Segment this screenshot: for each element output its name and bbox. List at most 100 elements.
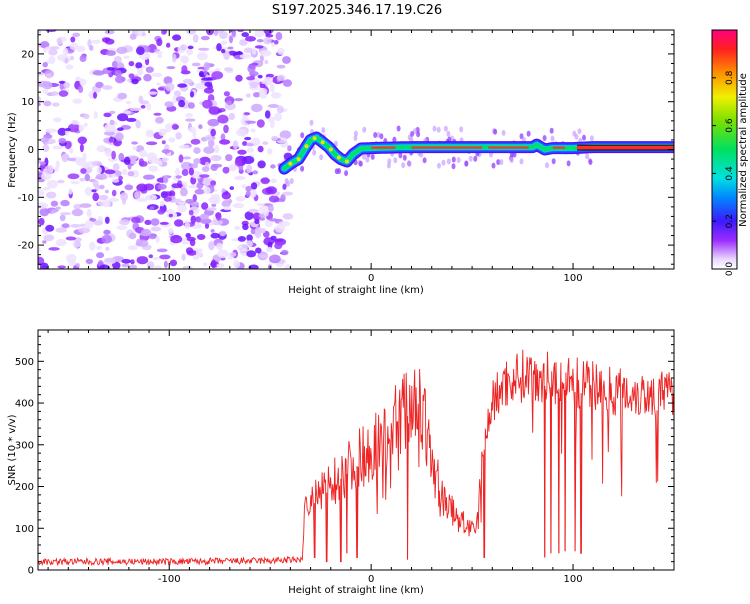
noise-blob (145, 66, 154, 73)
ridge-speck (545, 162, 549, 169)
noise-blob (180, 55, 189, 64)
noise-blob (177, 204, 187, 213)
noise-blob (98, 264, 110, 269)
noise-blob (58, 137, 67, 144)
noise-blob (38, 202, 49, 209)
noise-blob (246, 143, 254, 147)
noise-blob (246, 76, 256, 81)
noise-blob (168, 137, 176, 143)
noise-blob (92, 70, 105, 76)
noise-blob (104, 216, 110, 224)
noise-blob (208, 138, 215, 148)
noise-blob (161, 140, 166, 145)
noise-blob (95, 81, 104, 88)
noise-blob (210, 259, 217, 269)
noise-blob (209, 196, 221, 205)
noise-blob (126, 117, 137, 122)
ridge-speck (344, 170, 349, 177)
noise-blob (223, 91, 230, 97)
noise-blob (174, 90, 181, 97)
noise-blob (250, 182, 258, 190)
colorbar-ticks: 0.00.20.40.60.8 (711, 29, 738, 276)
noise-blob (40, 41, 50, 49)
noise-blob (163, 196, 172, 202)
noise-blob (46, 191, 57, 199)
noise-blob (210, 229, 215, 233)
noise-blob (265, 186, 277, 195)
noise-blob (203, 146, 215, 154)
noise-blob (203, 62, 211, 71)
noise-blob (185, 247, 194, 255)
noise-blob (237, 149, 247, 155)
noise-blob (68, 188, 73, 195)
ridge-peak (296, 157, 301, 162)
noise-blob (180, 44, 187, 51)
noise-blob (154, 51, 163, 55)
noise-blob (145, 194, 158, 201)
noise-blob (175, 167, 181, 177)
noise-blob (180, 187, 188, 197)
noise-blob (210, 128, 216, 137)
y-tick-label: 200 (15, 482, 34, 493)
noise-blob (253, 92, 261, 98)
noise-blob (189, 91, 195, 98)
noise-blob (186, 30, 197, 35)
noise-blob (55, 227, 67, 233)
noise-blob (269, 254, 281, 264)
noise-blob (101, 234, 112, 244)
x-tick-label: -100 (158, 273, 181, 284)
noise-blob (201, 202, 209, 210)
ridge-speck (436, 126, 441, 133)
noise-blob (152, 256, 160, 261)
noise-blob (256, 119, 265, 128)
noise-blob (254, 247, 262, 254)
noise-blob (274, 224, 286, 233)
noise-blob (84, 173, 91, 182)
ridge-speck (526, 130, 531, 137)
noise-blob (115, 75, 125, 84)
y-tick-label: 400 (15, 399, 34, 410)
noise-blob (112, 163, 120, 172)
snr-xlabel: Height of straight line (km) (288, 585, 424, 596)
noise-blob (246, 147, 254, 153)
noise-blob (223, 124, 229, 134)
noise-blob (232, 140, 239, 150)
noise-blob (70, 224, 82, 228)
noise-blob (122, 110, 132, 115)
noise-blob (121, 168, 128, 176)
noise-blob (204, 81, 213, 87)
noise-blob (45, 224, 55, 232)
noise-blob (46, 179, 58, 189)
ridge-speck (300, 132, 305, 139)
noise-blob (195, 82, 207, 90)
noise-blob (192, 194, 197, 202)
noise-blob (273, 238, 284, 243)
noise-blob (57, 179, 65, 184)
colorbar-gradient (712, 30, 737, 269)
ridge-speck (501, 129, 506, 136)
noise-blob (59, 212, 72, 216)
ridge-speck (309, 119, 314, 126)
noise-blob (76, 45, 86, 52)
noise-blob (251, 137, 261, 147)
noise-blob (170, 235, 183, 244)
noise-blob (220, 40, 228, 45)
noise-blob (270, 164, 276, 169)
noise-blob (83, 122, 88, 128)
noise-blob (118, 175, 123, 181)
noise-blob (181, 253, 186, 261)
noise-blob (57, 127, 67, 136)
noise-blob (79, 203, 92, 208)
noise-blob (130, 259, 135, 265)
noise-blob (210, 180, 217, 186)
noise-blob (96, 252, 105, 259)
noise-blob (104, 230, 110, 234)
noise-blob (185, 199, 195, 204)
ridge-speck (589, 135, 594, 142)
noise-blob (157, 209, 165, 215)
noise-blob (49, 46, 60, 50)
noise-blob (92, 180, 99, 188)
noise-blob (177, 83, 188, 88)
colorbar-tick-label: 0.2 (725, 214, 735, 228)
noise-blob (267, 116, 275, 123)
